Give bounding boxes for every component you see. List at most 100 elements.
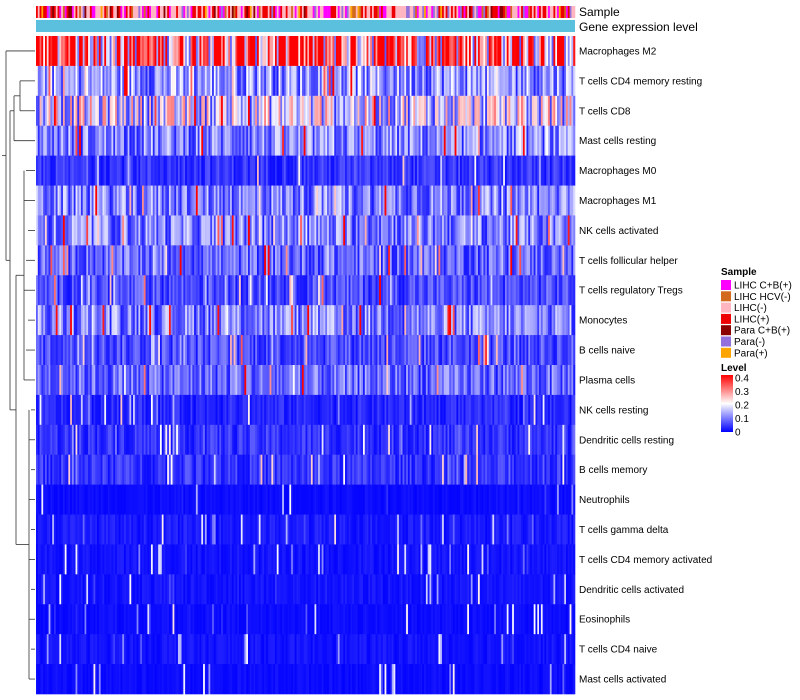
heatmap-cell: [294, 155, 297, 186]
heatmap-cell: [366, 365, 369, 396]
heatmap-cell: [129, 484, 132, 515]
heatmap-cell: [52, 305, 55, 336]
heatmap-cell: [106, 454, 109, 485]
heatmap-cell: [86, 454, 89, 485]
heatmap-cell: [138, 275, 141, 306]
heatmap-cell: [551, 95, 554, 127]
heatmap-cell: [512, 365, 515, 396]
heatmap-cell: [115, 365, 118, 396]
heatmap-cell: [168, 365, 172, 396]
heatmap-cell: [544, 185, 547, 216]
heatmap-cell: [452, 215, 455, 246]
heatmap-cell: [504, 424, 508, 456]
heatmap-cell: [203, 65, 206, 97]
heatmap-cell: [41, 185, 44, 216]
heatmap-cell: [345, 215, 348, 246]
heatmap-cell: [206, 394, 209, 426]
heatmap-cell: [501, 185, 504, 216]
heatmap-cell: [244, 95, 247, 127]
heatmap-cell: [179, 95, 182, 127]
heatmap-cell: [307, 305, 310, 336]
heatmap-cell: [560, 335, 563, 366]
heatmap-cell: [228, 245, 231, 276]
sample-annotation-cell: [152, 6, 155, 18]
heatmap-cell: [434, 36, 437, 67]
heatmap-cell: [159, 305, 163, 336]
heatmap-cell: [415, 335, 418, 366]
sample-annotation-cell: [248, 6, 251, 18]
heatmap-cell: [219, 185, 222, 216]
heatmap-cell: [75, 215, 78, 246]
sample-annotation-cell: [244, 6, 247, 18]
heatmap-cell: [298, 394, 301, 426]
sample-annotation-cell: [343, 6, 346, 18]
heatmap-cell: [424, 36, 427, 67]
heatmap-cell: [280, 275, 283, 306]
heatmap-cell: [138, 365, 141, 396]
heatmap-cell: [549, 215, 552, 246]
heatmap-cell: [377, 95, 380, 127]
heatmap-cell: [36, 454, 39, 485]
heatmap-cell: [262, 394, 265, 426]
heatmap-cell: [255, 394, 258, 426]
heatmap-cell: [539, 125, 542, 156]
sample-annotation-cell: [341, 6, 344, 18]
heatmap-cell: [37, 215, 40, 246]
heatmap-cell: [328, 215, 331, 246]
heatmap-cell: [503, 125, 506, 156]
heatmap-cell: [354, 185, 357, 216]
heatmap-cell: [239, 275, 242, 306]
heatmap-cell: [53, 365, 57, 396]
heatmap-cell: [106, 215, 109, 246]
heatmap-cell: [57, 454, 60, 485]
heatmap-cell: [149, 125, 152, 156]
heatmap-cell: [147, 65, 150, 97]
heatmap-cell: [156, 215, 159, 246]
sample-annotation-cell: [271, 6, 274, 18]
heatmap-cell: [273, 454, 276, 485]
heatmap-cell: [305, 365, 308, 396]
heatmap-cell: [176, 185, 179, 216]
heatmap-cell: [350, 215, 353, 246]
heatmap-cell: [336, 305, 339, 336]
heatmap-cell: [73, 394, 76, 426]
heatmap-cell: [569, 65, 572, 97]
heatmap-cell: [46, 125, 49, 156]
heatmap-cell: [138, 95, 141, 127]
heatmap-cell: [490, 305, 493, 336]
heatmap-cell: [424, 365, 427, 396]
heatmap-cell: [75, 484, 78, 515]
heatmap-cell: [249, 335, 252, 366]
heatmap-cell: [111, 305, 114, 336]
sample-annotation-cell: [524, 6, 527, 18]
heatmap-cell: [91, 394, 94, 426]
sample-annotation-cell: [274, 6, 278, 18]
heatmap-cell: [535, 394, 538, 426]
heatmap-cell: [163, 424, 166, 456]
heatmap-cell: [192, 125, 195, 156]
heatmap-cell: [300, 394, 303, 426]
heatmap-cell: [325, 215, 328, 246]
heatmap-cell: [463, 36, 466, 67]
heatmap-cell: [174, 65, 177, 97]
heatmap-cell: [106, 394, 109, 426]
heatmap-cell: [438, 36, 441, 67]
heatmap-cell: [118, 305, 121, 336]
heatmap-cell: [398, 155, 402, 186]
heatmap-cell: [510, 365, 513, 396]
heatmap-cell: [255, 365, 258, 396]
heatmap-cell: [256, 424, 260, 456]
heatmap-cell: [242, 185, 245, 216]
heatmap-cell: [93, 484, 96, 515]
heatmap-cell: [285, 424, 288, 456]
heatmap-cell: [59, 36, 62, 67]
heatmap-cell: [222, 245, 225, 276]
heatmap-cell: [255, 424, 258, 456]
heatmap-cell: [278, 335, 281, 366]
heatmap-cell: [461, 155, 464, 186]
heatmap-cell: [485, 335, 488, 366]
heatmap-cell: [73, 155, 76, 186]
heatmap-cell: [368, 394, 371, 426]
heatmap-cell: [542, 454, 545, 485]
heatmap-cell: [477, 335, 481, 366]
